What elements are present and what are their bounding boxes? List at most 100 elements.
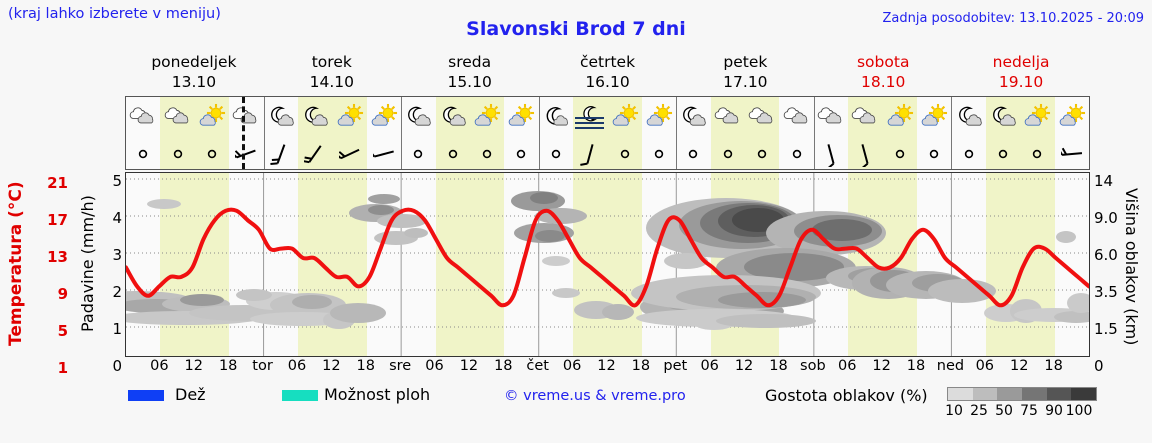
cloud-blob-10 — [292, 295, 332, 309]
precipitation-tick-4: 1 — [112, 320, 122, 338]
chart-legend: Dež Možnost ploh © vreme.us & vreme.pro … — [0, 385, 1152, 426]
cloud-blob-19 — [404, 228, 428, 238]
x-tick-label-2: 18 — [218, 358, 238, 374]
cloud-density-tick-5: 100 — [1065, 403, 1093, 419]
wind-barb-icon — [861, 144, 869, 167]
wind-calm-icon — [620, 149, 629, 159]
day-separator-5 — [813, 97, 815, 169]
temperature-tick-1: 17 — [47, 211, 68, 229]
day-name: torek — [311, 53, 352, 71]
cloud-blob-62 — [1067, 293, 1089, 313]
weather-icon-cloudy — [783, 107, 807, 124]
day-date: 18.10 — [861, 73, 906, 91]
day-header-1: torek 14.10 — [263, 52, 401, 94]
wind-calm-icon — [138, 149, 148, 159]
cloud-density-swatch-2 — [997, 388, 1023, 400]
x-tick-label-20: 06 — [838, 358, 857, 374]
daylight-band-14 — [607, 173, 642, 356]
weather-icon-cloudy — [714, 107, 739, 124]
weather-icon-slot-23 — [917, 97, 951, 139]
x-tick-label-1: 12 — [184, 358, 204, 374]
daylight-band-22 — [882, 173, 917, 356]
cloud-blob-13 — [330, 303, 386, 323]
weather-icon-slot-27 — [1055, 97, 1089, 139]
weather-icon-slot-17 — [710, 97, 746, 139]
weather-icon-cloudy — [817, 107, 842, 124]
weather-icon-slot-18 — [745, 97, 780, 139]
weather-icon-slot-16 — [676, 97, 710, 139]
wind-barb-icon — [372, 150, 394, 158]
wind-calm-icon — [964, 149, 973, 159]
precipitation-axis-ticks: 5 4 3 2 1 0 — [100, 166, 122, 375]
wind-slot-12 — [539, 139, 573, 169]
cloud-blob-44 — [744, 253, 844, 281]
cloud-density-scale-labels: 10 25 50 75 90 100 — [940, 403, 1106, 421]
weather-icon-cloudy — [748, 107, 773, 124]
x-tick-label-22: 18 — [906, 358, 926, 374]
forecast-plot: 81710177177166158157136 — [125, 172, 1090, 357]
wind-calm-icon — [482, 149, 492, 159]
wind-slot-17 — [710, 139, 746, 169]
cloud-blob-15 — [368, 205, 394, 215]
wind-slot-13 — [573, 139, 608, 169]
weather-icon-sun-cloud — [921, 103, 948, 126]
day-separator-3 — [538, 97, 540, 169]
weather-icon-slot-13 — [573, 97, 608, 139]
wind-slot-2 — [194, 139, 230, 169]
x-tick-label-10: 18 — [494, 358, 513, 374]
wind-barb-icon — [580, 144, 594, 166]
cloud-height-tick-5: 0 — [1094, 357, 1104, 375]
x-tick-label-5: 12 — [322, 358, 341, 374]
precipitation-tick-3: 2 — [112, 283, 122, 301]
cloud-height-tick-4: 1.5 — [1094, 320, 1118, 338]
temperature-tick-0: 21 — [47, 174, 68, 192]
x-tick-label-7: sre — [389, 358, 412, 374]
wind-calm-icon — [517, 149, 526, 159]
cloud-blob-0 — [147, 199, 181, 209]
cloud-height-tick-1: 9.0 — [1094, 209, 1118, 227]
weather-icon-cloudy — [129, 107, 154, 124]
temperature-axis-title: Temperatura (°C) — [6, 181, 26, 347]
cloud-height-axis-title: Višina oblakov (km) — [1122, 188, 1141, 346]
weather-icon-slot-6 — [332, 97, 367, 139]
copyright-link[interactable]: © vreme.us & vreme.pro — [504, 388, 686, 404]
showers-legend-swatch — [282, 390, 318, 401]
day-name: petek — [723, 53, 768, 71]
x-tick-label-3: tor — [252, 358, 273, 374]
weather-icon-sun-cloud — [371, 103, 397, 126]
weather-icon-slot-4 — [264, 97, 298, 139]
wind-calm-icon — [929, 149, 939, 159]
day-date: 15.10 — [447, 73, 492, 91]
weather-icon-slot-0 — [126, 97, 160, 139]
wind-slot-6 — [332, 139, 367, 169]
current-time-marker — [242, 97, 246, 169]
cloud-blob-61 — [1054, 311, 1089, 323]
weather-icon-slot-2 — [194, 97, 230, 139]
x-tick-label-24: 06 — [975, 358, 995, 374]
wind-barb-icon — [827, 144, 835, 167]
wind-slot-21 — [848, 139, 883, 169]
weather-icon-moon-cloud — [270, 106, 294, 126]
weather-icon-slot-3 — [229, 97, 263, 139]
weather-icon-sun-cloud — [199, 103, 225, 126]
weather-icon-slot-14 — [607, 97, 642, 139]
x-axis-labels: 06 12 18 tor 06 12 18 sre 06 12 18 čet 06 12 18 pet 06 12… — [125, 358, 1090, 380]
cloud-density-swatch-1 — [972, 388, 998, 400]
wind-slot-1 — [160, 139, 195, 169]
cloud-blob-26 — [552, 288, 580, 298]
x-tick-label-0: 06 — [150, 358, 169, 374]
cloud-density-swatch-5 — [1071, 388, 1097, 400]
weather-icon-slot-20 — [814, 97, 848, 139]
wind-barb-icon — [235, 149, 257, 159]
last-updated-text: Zadnja posodobitev: 13.10.2025 - 20:09 — [882, 11, 1144, 26]
x-tick-label-17: 12 — [734, 358, 754, 374]
weather-icon-moon-cloud — [408, 106, 432, 126]
weather-icon-sun-cloud — [887, 103, 913, 126]
rain-legend-swatch — [128, 390, 164, 401]
cloud-density-tick-0: 10 — [945, 403, 963, 419]
wind-barb-row — [126, 139, 1089, 169]
cloud-height-tick-2: 6.0 — [1094, 246, 1118, 264]
weather-icon-moon-cloud — [305, 106, 328, 126]
rain-legend-label: Dež — [175, 385, 206, 404]
wind-calm-icon — [723, 149, 733, 159]
